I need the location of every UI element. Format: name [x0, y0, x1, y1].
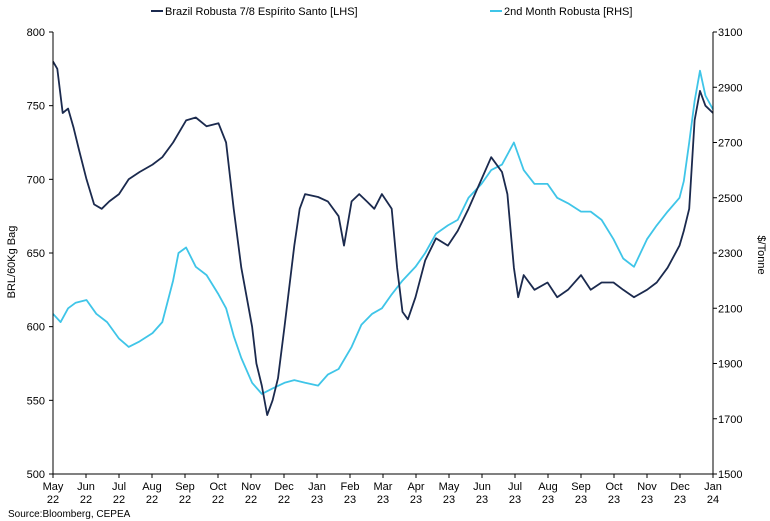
x-tick-year: 22: [47, 494, 59, 506]
y-axis-right-title: $/Tonne: [755, 235, 767, 274]
x-tick-year: 22: [179, 494, 191, 506]
y-right-tick-label: 2300: [718, 248, 742, 260]
x-tick-year: 23: [377, 494, 389, 506]
series-line-2nd-month-robusta: [52, 69, 714, 395]
x-tick-year: 23: [608, 494, 620, 506]
y-axis-left-title: BRL/60Kg Bag: [6, 226, 18, 299]
y-left-tick-label: 700: [27, 174, 45, 186]
y-right-tick-label: 1700: [718, 414, 742, 426]
x-tick-month: Jul: [508, 481, 522, 493]
x-tick-year: 22: [80, 494, 92, 506]
x-tick-year: 23: [641, 494, 653, 506]
x-tick-month: Jun: [473, 481, 491, 493]
x-tick-year: 23: [311, 494, 323, 506]
x-tick-year: 24: [707, 494, 719, 506]
legend-label-2nd-month-robusta: 2nd Month Robusta [RHS]: [504, 6, 632, 18]
y-right-tick-label: 2500: [718, 193, 742, 205]
x-tick-year: 23: [476, 494, 488, 506]
x-tick-year: 22: [245, 494, 257, 506]
y-left-tick-label: 600: [27, 322, 45, 334]
legend: Brazil Robusta 7/8 Espírito Santo [LHS] …: [151, 6, 632, 18]
y-right-tick-label: 1500: [718, 469, 742, 481]
axes: 500 550 600 650 700 750 800 1500 1700 1900 2100 230…: [27, 27, 743, 506]
x-tick-month: May: [43, 481, 64, 493]
x-tick-year: 22: [212, 494, 224, 506]
y-left-tick-label: 750: [27, 101, 45, 113]
x-tick-month: Nov: [241, 481, 261, 493]
x-tick-month: May: [439, 481, 460, 493]
x-tick-month: Nov: [637, 481, 657, 493]
x-tick-month: Jan: [308, 481, 326, 493]
y-right-tick-label: 2700: [718, 138, 742, 150]
x-tick-month: Jan: [704, 481, 722, 493]
legend-label-brazil-robusta: Brazil Robusta 7/8 Espírito Santo [LHS]: [165, 6, 358, 18]
y-right-tick-label: 2100: [718, 303, 742, 315]
x-tick-month: Oct: [605, 481, 622, 493]
x-tick-month: Aug: [538, 481, 558, 493]
y-left-tick-label: 550: [27, 395, 45, 407]
x-tick-month: Dec: [670, 481, 690, 493]
series-line-brazil-robusta: [52, 61, 714, 417]
x-tick-month: Aug: [142, 481, 162, 493]
x-tick-year: 23: [674, 494, 686, 506]
x-tick-month: Dec: [274, 481, 294, 493]
x-tick-year: 23: [542, 494, 554, 506]
x-tick-year: 23: [344, 494, 356, 506]
x-tick-month: Mar: [374, 481, 393, 493]
x-tick-month: Apr: [407, 481, 424, 493]
y-left-tick-label: 650: [27, 248, 45, 260]
y-left-tick-label: 800: [27, 27, 45, 39]
x-tick-year: 23: [575, 494, 587, 506]
x-tick-year: 23: [509, 494, 521, 506]
x-tick-year: 22: [278, 494, 290, 506]
y-right-tick-label: 3100: [718, 27, 742, 39]
source-note: Source:Bloomberg, CEPEA: [8, 509, 131, 520]
x-tick-month: Feb: [341, 481, 360, 493]
x-tick-month: Sep: [175, 481, 195, 493]
x-tick-month: Jun: [77, 481, 95, 493]
x-tick-year: 22: [146, 494, 158, 506]
y-right-tick-label: 2900: [718, 82, 742, 94]
x-tick-month: Oct: [209, 481, 226, 493]
y-left-tick-label: 500: [27, 469, 45, 481]
x-tick-year: 23: [443, 494, 455, 506]
x-tick-month: Jul: [112, 481, 126, 493]
x-tick-month: Sep: [571, 481, 591, 493]
x-tick-year: 22: [113, 494, 125, 506]
x-tick-year: 23: [410, 494, 422, 506]
y-right-tick-label: 1900: [718, 359, 742, 371]
plot-area: [52, 61, 714, 417]
